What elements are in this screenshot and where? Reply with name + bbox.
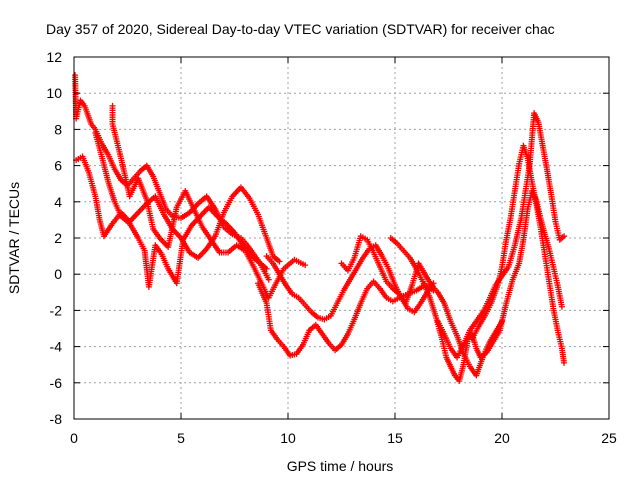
series-sat-a (72, 72, 270, 272)
y-tick-label: 4 (54, 194, 62, 210)
x-tick-label: 20 (494, 430, 510, 446)
y-tick-label: -2 (50, 302, 63, 318)
axis-ticks: 0 5 10 15 20 25 -8 -6 -4 -2 0 2 4 6 8 10 12 (46, 49, 617, 446)
y-tick-label: 8 (54, 121, 62, 137)
series-sat-j (469, 142, 568, 366)
series-sat-h (387, 187, 565, 384)
x-tick-label: 25 (601, 430, 617, 446)
y-tick-label: 0 (54, 266, 62, 282)
y-tick-label: 10 (46, 85, 62, 101)
data-point (558, 303, 565, 310)
y-tick-label: -8 (50, 411, 63, 427)
y-axis-label: SDTVAR / TECUs (6, 182, 22, 294)
data-point (302, 262, 309, 269)
chart-title: Day 357 of 2020, Sidereal Day-to-day VTE… (46, 21, 555, 37)
y-tick-label: 6 (54, 158, 62, 174)
data-point (561, 233, 568, 240)
series-sat-f (263, 242, 437, 323)
x-axis-label: GPS time / hours (287, 458, 394, 474)
grid-lines (74, 57, 609, 419)
data-points (72, 72, 568, 384)
x-tick-label: 15 (387, 430, 403, 446)
data-point (276, 258, 283, 265)
data-point (561, 359, 568, 366)
x-tick-label: 0 (70, 430, 78, 446)
y-tick-label: 2 (54, 230, 62, 246)
data-point (265, 276, 272, 283)
y-tick-label: -4 (50, 339, 63, 355)
series-sat-d (109, 102, 309, 301)
x-tick-label: 10 (280, 430, 296, 446)
y-tick-label: 12 (46, 49, 62, 65)
x-tick-label: 5 (177, 430, 185, 446)
y-tick-label: -6 (50, 375, 63, 391)
